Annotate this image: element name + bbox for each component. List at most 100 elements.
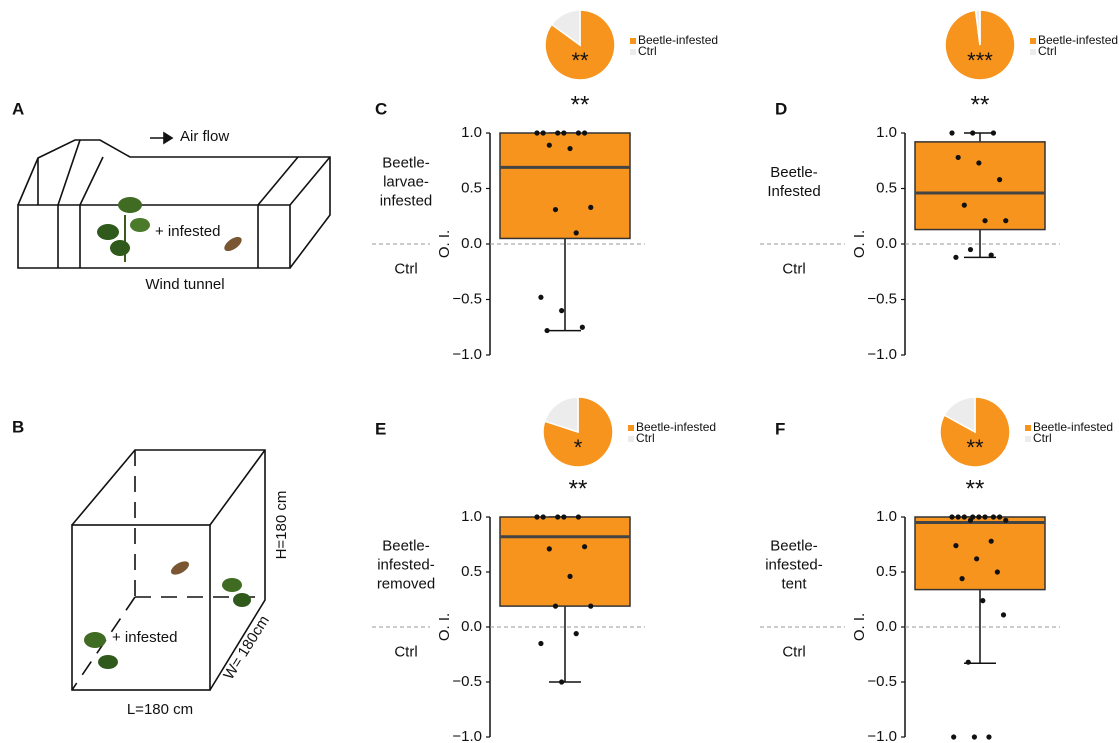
category-label: Beetle-Infested [760, 163, 828, 201]
data-point [555, 130, 560, 135]
panel-label: F [775, 419, 785, 438]
panel-label: B [12, 417, 24, 436]
annotation: Air flow [180, 128, 229, 145]
pie-annotation: ** [966, 435, 984, 460]
data-point [953, 255, 958, 260]
legend-swatch [1025, 425, 1031, 431]
significance: ** [571, 91, 590, 118]
data-point [974, 556, 979, 561]
y-tick-label: 1.0 [876, 508, 897, 525]
data-point [951, 734, 956, 739]
legend-label: Ctrl [1038, 44, 1057, 58]
data-point [976, 514, 981, 519]
data-point [538, 295, 543, 300]
y-tick-label: −0.5 [452, 290, 482, 307]
data-point [580, 325, 585, 330]
data-point [559, 308, 564, 313]
data-point [538, 641, 543, 646]
y-tick-label: −1.0 [867, 346, 897, 363]
data-point [991, 130, 996, 135]
data-point [976, 160, 981, 165]
data-point [534, 130, 539, 135]
plant-icon [84, 578, 251, 669]
data-point [553, 207, 558, 212]
legend-swatch [630, 49, 636, 55]
y-tick-label: −0.5 [867, 673, 897, 690]
panel-label: C [375, 99, 387, 118]
category-label: Ctrl [372, 643, 440, 662]
category-label: Beetle-infested-removed [372, 537, 440, 594]
data-point [1001, 612, 1006, 617]
data-point [966, 660, 971, 665]
y-tick-label: −0.5 [452, 673, 482, 690]
data-point [980, 598, 985, 603]
data-point [576, 514, 581, 519]
plant-label: + infested [155, 223, 220, 240]
legend-swatch [1030, 49, 1036, 55]
moth-icon [169, 559, 191, 578]
data-point [995, 569, 1000, 574]
data-point [997, 177, 1002, 182]
data-point [982, 218, 987, 223]
dimension-label: L=180 cm [127, 701, 193, 718]
y-axis-label: O. I. [436, 230, 453, 258]
dimension-label: H=180 cm [273, 491, 290, 560]
pie-annotation: * [574, 435, 583, 460]
data-point [561, 514, 566, 519]
figure: A Air flow + infested Wind tunnel B + in… [0, 0, 1119, 743]
y-tick-label: 0.0 [876, 235, 897, 252]
plant-label: + infested [112, 629, 177, 646]
data-point [588, 205, 593, 210]
data-point [949, 130, 954, 135]
data-point [588, 604, 593, 609]
y-tick-label: 0.0 [461, 618, 482, 635]
data-point [989, 253, 994, 258]
y-tick-label: 0.0 [461, 235, 482, 252]
legend-swatch [628, 425, 634, 431]
data-point [956, 514, 961, 519]
y-tick-label: 1.0 [876, 124, 897, 141]
data-point [953, 543, 958, 548]
data-point [968, 518, 973, 523]
pie-annotation: ** [571, 48, 589, 73]
chart: A Air flow + infested Wind tunnel B + in… [0, 0, 1119, 743]
data-point [962, 514, 967, 519]
data-point [986, 734, 991, 739]
data-point [541, 514, 546, 519]
caption: Wind tunnel [145, 276, 224, 293]
data-point [555, 514, 560, 519]
y-axis-label: O. I. [436, 613, 453, 641]
data-point [576, 130, 581, 135]
data-point [574, 631, 579, 636]
y-tick-label: 0.5 [461, 563, 482, 580]
data-point [567, 574, 572, 579]
y-tick-label: 1.0 [461, 508, 482, 525]
data-point [949, 514, 954, 519]
y-tick-label: 0.5 [876, 563, 897, 580]
y-axis-label: O. I. [851, 230, 868, 258]
y-axis-label: O. I. [851, 613, 868, 641]
legend-label: Ctrl [636, 431, 655, 445]
category-label: Ctrl [760, 260, 828, 279]
box [915, 142, 1045, 230]
data-point [962, 203, 967, 208]
data-point [574, 230, 579, 235]
pie-annotation: *** [967, 48, 993, 73]
y-tick-label: −1.0 [867, 728, 897, 743]
data-point [541, 130, 546, 135]
legend-swatch [628, 436, 634, 442]
data-point [1003, 218, 1008, 223]
data-point [991, 514, 996, 519]
data-point [1003, 518, 1008, 523]
data-point [534, 514, 539, 519]
panel-label: A [12, 99, 24, 118]
data-point [582, 130, 587, 135]
box [500, 517, 630, 606]
legend-swatch [630, 38, 636, 44]
data-point [982, 514, 987, 519]
legend-swatch [1030, 38, 1036, 44]
box [500, 133, 630, 238]
category-label: Beetle-infested-tent [760, 537, 828, 594]
y-tick-label: 0.0 [876, 618, 897, 635]
significance: ** [966, 475, 985, 502]
